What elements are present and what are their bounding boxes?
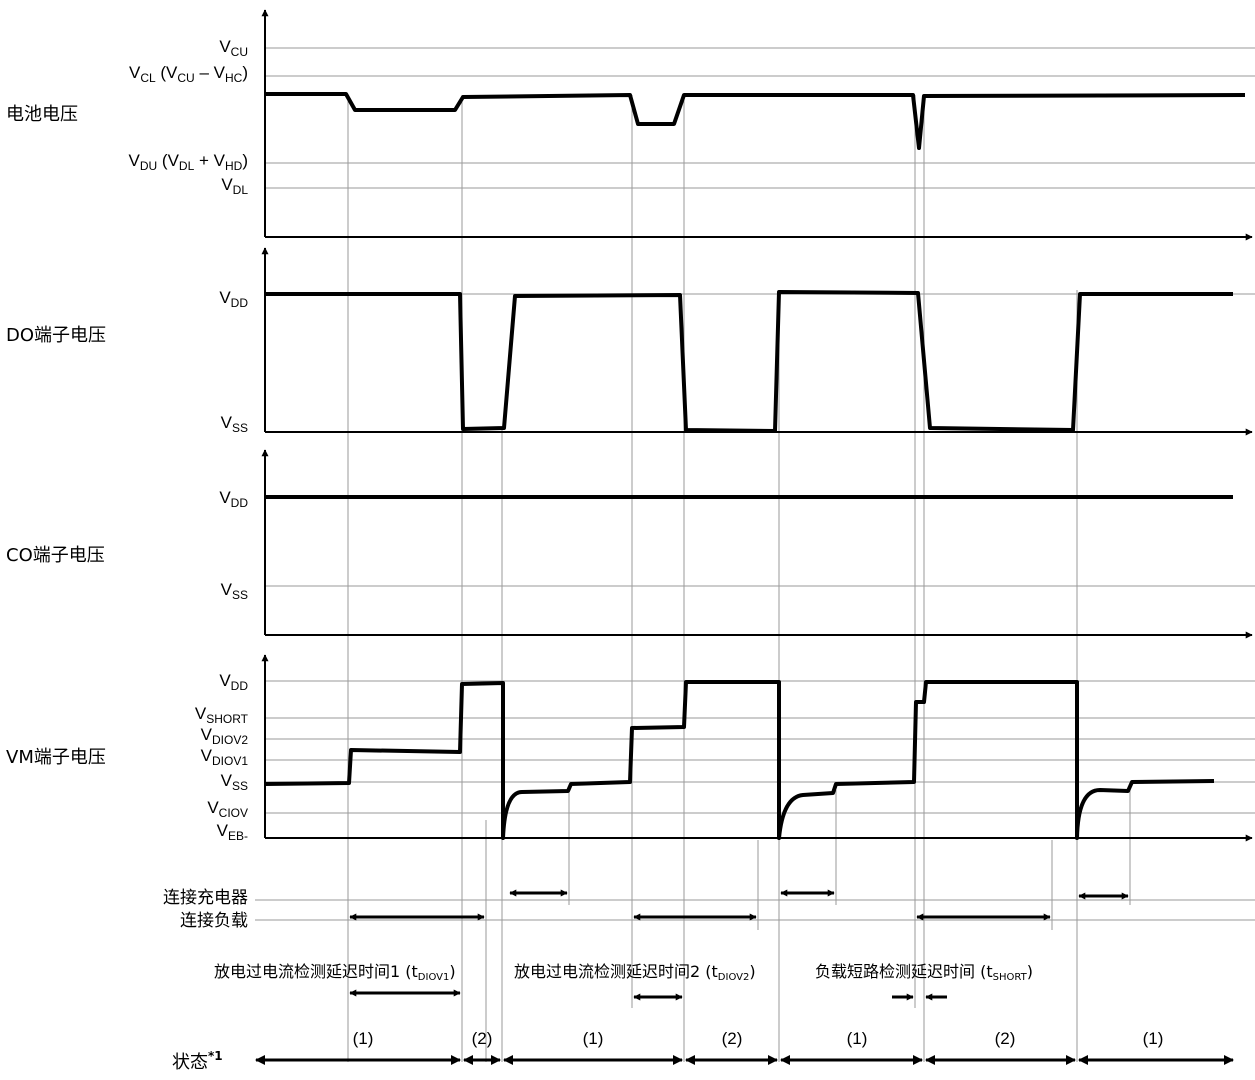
vm-veb-label: VEB- [217,821,248,843]
vm-vdiov2-label: VDIOV2 [201,725,249,747]
vm-pin-waveform [264,680,1215,840]
state-segment-label: (2) [995,1029,1016,1048]
load-connect-label: 连接负载 [180,911,248,931]
vm-vshort-label: VSHORT [195,704,249,726]
state-segment-label: (1) [353,1029,374,1048]
delay-label-short: 负载短路检测延迟时间 (tSHORT) [815,962,1033,983]
vm-level-lines [265,680,1255,814]
do-pin-title: DO端子电压 [6,325,106,346]
battery-voltage-title: 电池电压 [6,104,78,125]
do-vdd-label: VDD [219,288,248,310]
event-grid-lines [347,95,1131,1062]
vm-vdiov1-label: VDIOV1 [201,746,249,768]
charger-connect-label: 连接充电器 [163,888,248,908]
do-pin-waveform [265,290,1233,433]
delay-label-diov2: 放电过电流检测延迟时间2 (tDIOV2) [514,962,756,983]
vdu-label: VDU (VDL + VHD) [129,151,249,173]
state-segment-label: (1) [1143,1029,1164,1048]
state-label: 状态*1 [172,1049,223,1073]
co-pin-title: CO端子电压 [6,545,105,566]
battery-level-lines [265,47,1255,189]
vm-vciov-label: VCIOV [207,798,248,820]
vm-vdd-label: VDD [219,671,248,693]
state-segment-label: (1) [583,1029,604,1048]
delay-times: 放电过电流检测延迟时间1 (tDIOV1) 放电过电流检测延迟时间2 (tDIO… [214,962,1033,1001]
co-vss-label: VSS [221,580,248,602]
co-pin-panel: VDD VSS CO端子电压 [6,449,1255,639]
do-vss-label: VSS [221,413,248,435]
event-rows: 连接充电器 连接负载 [163,888,1255,931]
vdl-label: VDL [221,175,248,197]
vm-pin-panel: VDD VSHORT VDIOV2 VDIOV1 VSS VCIOV VEB- … [6,654,1255,843]
co-vdd-label: VDD [219,488,248,510]
vcu-label: VCU [219,37,248,59]
battery-voltage-waveform [265,92,1246,150]
delay-label-diov1: 放电过电流检测延迟时间1 (tDIOV1) [214,962,456,983]
state-segment-label: (1) [847,1029,868,1048]
vcl-label: VCL (VCU – VHC) [129,63,248,85]
vm-vss-label: VSS [221,771,248,793]
do-pin-panel: VDD VSS DO端子电压 [6,247,1255,436]
state-row: 状态*1 (1) (2) (1) (2) (1) (2) (1) [172,1029,1234,1073]
state-segment-label: (2) [472,1029,493,1048]
battery-voltage-panel: VCU VCL (VCU – VHC) VDU (VDL + VHD) VDL … [6,9,1255,241]
vm-pin-title: VM端子电压 [6,747,106,768]
state-segment-label: (2) [722,1029,743,1048]
